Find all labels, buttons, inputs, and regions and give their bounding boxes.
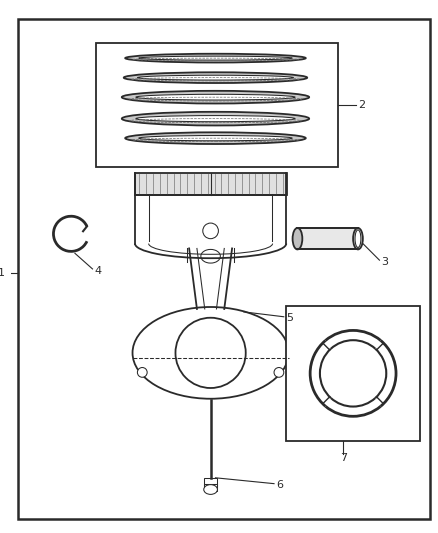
Ellipse shape xyxy=(122,112,309,125)
Ellipse shape xyxy=(355,230,361,247)
Text: 2: 2 xyxy=(358,100,365,110)
Ellipse shape xyxy=(139,56,292,60)
Ellipse shape xyxy=(140,314,281,392)
Circle shape xyxy=(274,368,284,377)
Bar xyxy=(204,478,217,486)
Text: 1: 1 xyxy=(0,268,5,278)
Ellipse shape xyxy=(136,94,295,100)
Text: 5: 5 xyxy=(286,313,293,323)
Bar xyxy=(135,173,287,195)
Bar xyxy=(204,483,217,491)
Bar xyxy=(297,228,358,249)
Bar xyxy=(286,306,420,441)
Ellipse shape xyxy=(124,72,307,83)
Bar xyxy=(96,43,339,167)
Text: 4: 4 xyxy=(95,266,102,276)
Ellipse shape xyxy=(138,75,293,80)
Circle shape xyxy=(203,223,219,239)
Ellipse shape xyxy=(293,228,302,249)
Ellipse shape xyxy=(122,91,309,103)
Ellipse shape xyxy=(139,135,292,141)
Ellipse shape xyxy=(133,307,289,399)
Circle shape xyxy=(176,318,246,388)
Text: 7: 7 xyxy=(340,453,347,463)
Ellipse shape xyxy=(125,54,306,62)
Ellipse shape xyxy=(204,484,217,495)
Ellipse shape xyxy=(353,228,363,249)
Ellipse shape xyxy=(136,116,295,122)
Text: 3: 3 xyxy=(381,257,389,267)
Circle shape xyxy=(138,368,147,377)
Ellipse shape xyxy=(125,132,306,144)
Text: 6: 6 xyxy=(276,480,283,490)
